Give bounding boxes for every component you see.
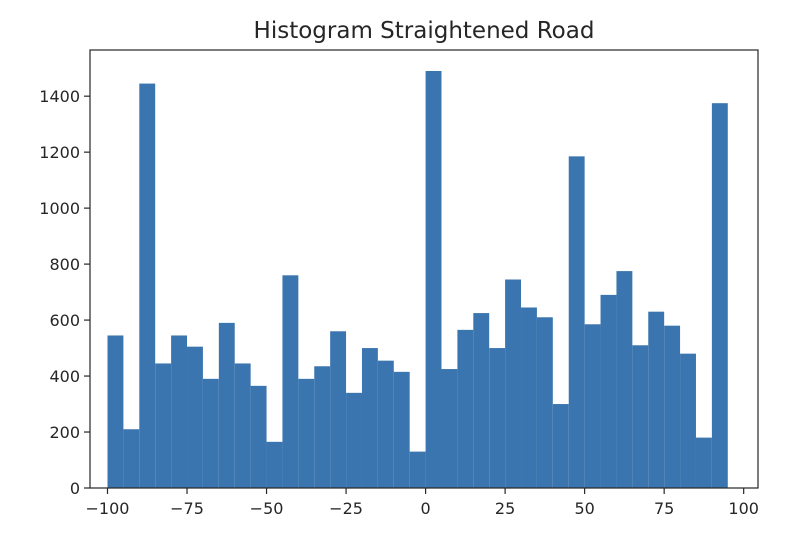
histogram-bar (457, 329, 474, 488)
histogram-bar (171, 335, 188, 488)
histogram-bar (536, 317, 553, 488)
histogram-bar (107, 335, 124, 488)
y-tick-label: 1400 (39, 87, 80, 106)
histogram-bar (616, 271, 633, 488)
histogram-bar (314, 366, 331, 488)
histogram-bar (298, 378, 315, 488)
histogram-bar (361, 348, 378, 488)
x-tick-label: 100 (728, 499, 759, 518)
histogram-bar (711, 103, 728, 489)
histogram-bar (234, 363, 251, 488)
histogram-bar (584, 324, 601, 488)
histogram-bar (266, 441, 283, 488)
histogram-bar (282, 275, 299, 488)
histogram-bar (600, 294, 617, 488)
histogram-bar (632, 345, 649, 488)
histogram-bar (568, 156, 585, 488)
x-axis: −100 −75 −50 −25 0 25 50 75 100 (86, 488, 759, 518)
histogram-bar (489, 348, 506, 488)
x-tick-label: −75 (170, 499, 204, 518)
y-tick-label: 600 (49, 311, 80, 330)
histogram-bar (695, 437, 712, 488)
x-tick-label: −25 (329, 499, 363, 518)
histogram-bar (505, 279, 522, 488)
histogram-bar (393, 371, 410, 488)
histogram-bar (250, 385, 267, 488)
y-tick-label: 1200 (39, 143, 80, 162)
histogram-bar (202, 378, 219, 488)
histogram-bar (648, 311, 665, 488)
histogram-bar (123, 429, 140, 488)
y-tick-label: 1000 (39, 199, 80, 218)
histogram-bar (346, 392, 362, 488)
histogram-bar (473, 313, 490, 488)
histogram-bar (330, 331, 347, 488)
chart-title: Histogram Straightened Road (254, 18, 595, 44)
histogram-bar (425, 70, 442, 489)
histogram-bar (377, 360, 394, 488)
histogram-bar (552, 404, 569, 488)
y-tick-label: 400 (49, 367, 80, 386)
y-axis: 0 200 400 600 800 1000 1200 1400 (39, 87, 90, 498)
histogram-bar (409, 451, 426, 488)
x-tick-label: 75 (654, 499, 674, 518)
histogram-bar (441, 369, 458, 488)
x-tick-label: −50 (250, 499, 284, 518)
histogram-bar (187, 346, 203, 488)
histogram-bar (155, 363, 172, 488)
histogram-bar (218, 322, 235, 488)
y-tick-label: 200 (49, 423, 80, 442)
x-tick-label: 0 (420, 499, 430, 518)
x-tick-label: 50 (574, 499, 594, 518)
histogram-bar (521, 307, 537, 488)
y-tick-label: 800 (49, 255, 80, 274)
y-tick-label: 0 (70, 479, 80, 498)
bars-group (107, 70, 728, 489)
x-tick-label: −100 (86, 499, 130, 518)
plot-frame (89, 49, 759, 489)
histogram-bar (680, 353, 696, 488)
histogram-bar (664, 325, 681, 488)
x-tick-label: 25 (495, 499, 515, 518)
histogram-bar (139, 83, 156, 488)
